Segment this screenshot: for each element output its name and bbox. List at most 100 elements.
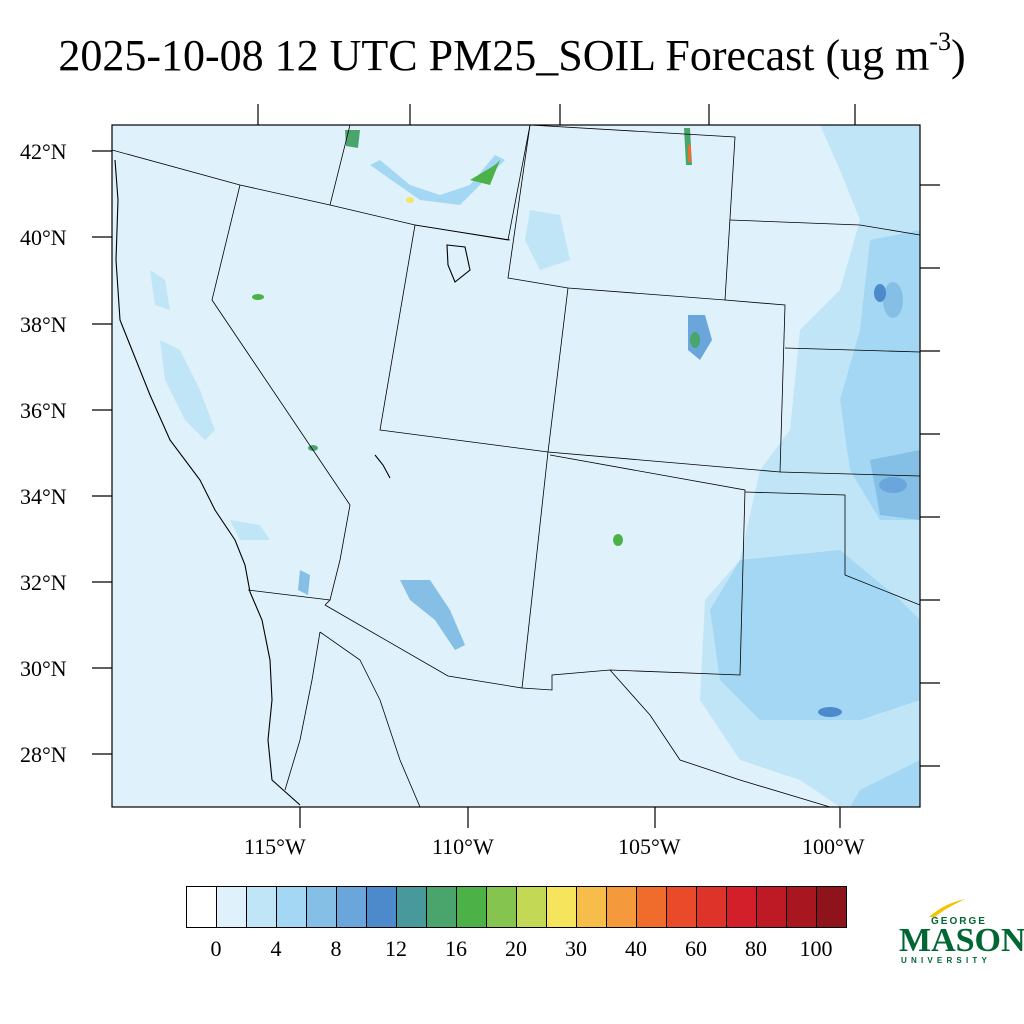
lat-label-28n: 28°N — [20, 742, 67, 767]
colorbar-label-20: 20 — [505, 936, 527, 961]
lat-label-36n: 36°N — [20, 398, 67, 423]
colorbar-swatch — [367, 887, 397, 927]
coastline — [114, 159, 471, 806]
lon-label-100w: 100°W — [802, 834, 865, 859]
hotspot-idaho-yellow — [406, 197, 414, 203]
lon-label-115w: 115°W — [244, 834, 306, 859]
oklahoma-north-border — [779, 471, 920, 477]
colorbar-label-8: 8 — [330, 936, 342, 961]
colorbar-swatch — [397, 887, 427, 927]
hotspot-san-luis — [690, 332, 700, 348]
west-texas-plume — [710, 550, 920, 720]
logo-mason-text: MASON — [899, 922, 1024, 959]
colorbar-label-30: 30 — [565, 936, 587, 961]
colorbar-swatch — [637, 887, 667, 927]
colorbar-swatch — [187, 887, 217, 927]
political-boundaries — [112, 125, 920, 807]
hotspot-wyoming-peak — [688, 145, 691, 162]
colorbar-swatch — [667, 887, 697, 927]
colorbar-swatch — [247, 887, 277, 927]
colorbar-swatch — [817, 887, 846, 927]
colorbar-swatch — [217, 887, 247, 927]
us-mexico-border-west — [247, 589, 331, 601]
lat-label-30n: 30°N — [20, 656, 67, 681]
colorbar-swatch — [787, 887, 817, 927]
rio-grande-border — [609, 669, 831, 807]
colorbar-swatch — [727, 887, 757, 927]
lat-label-38n: 38°N — [20, 312, 67, 337]
colorbar-label-4: 4 — [270, 936, 282, 961]
colorbar-swatch — [517, 887, 547, 927]
hotspot-oklahoma — [879, 477, 907, 493]
colorbar-swatch — [487, 887, 517, 927]
colorbar-swatch — [307, 887, 337, 927]
map-title: 2025-10-08 12 UTC PM25_SOIL Forecast (ug… — [0, 27, 1024, 81]
san-luis-plume — [688, 315, 712, 360]
colorbar-label-16: 16 — [445, 936, 467, 961]
lake-mead — [374, 454, 391, 479]
south-texas-plume — [850, 760, 920, 807]
wyoming-border — [507, 125, 736, 301]
logo-university-text: UNIVERSITY — [901, 956, 992, 965]
colorbar-label-100: 100 — [799, 936, 833, 961]
title-exponent: -3 — [929, 27, 951, 57]
pacific-coastline — [114, 159, 301, 806]
colorbar-swatch — [457, 887, 487, 927]
socal-plume — [230, 520, 270, 540]
colorbar-swatch — [337, 887, 367, 927]
utah-border — [379, 224, 549, 453]
hotspot-kansas — [883, 282, 903, 318]
california-nevada-border — [211, 184, 351, 506]
arizona-east-border — [324, 451, 549, 689]
frame-ticks — [92, 104, 940, 828]
lon-label-110w: 110°W — [432, 834, 494, 859]
colorado-river-border — [324, 504, 351, 606]
concentration-field — [150, 125, 920, 807]
nebraska-border — [729, 219, 920, 236]
wyoming-basin-plume — [525, 210, 570, 270]
hotspot-nevada-north — [252, 294, 264, 300]
lat-label-32n: 32°N — [20, 570, 67, 595]
central-valley-plume — [160, 340, 215, 440]
baja-east-coast — [284, 631, 321, 791]
colorbar-label-0: 0 — [210, 936, 222, 961]
oklahoma-texas-border — [744, 491, 920, 606]
colorbar-swatch — [757, 887, 787, 927]
lon-label-105w: 105°W — [618, 834, 681, 859]
colorbar-label-40: 40 — [625, 936, 647, 961]
colorbar-swatch — [277, 887, 307, 927]
kansas-north-border — [784, 347, 920, 353]
idaho-montana-line — [329, 125, 351, 206]
snake-river-plume — [370, 155, 505, 205]
lat-label-34n: 34°N — [20, 484, 67, 509]
colorbar-swatch — [577, 887, 607, 927]
gmu-logo: GEORGE MASON UNIVERSITY — [897, 898, 1024, 970]
title-text: 2025-10-08 12 UTC PM25_SOIL Forecast (ug… — [58, 31, 930, 80]
sacramento-plume — [150, 270, 170, 310]
colorbar-label-80: 80 — [745, 936, 767, 961]
lat-label-40n: 40°N — [20, 225, 67, 250]
map-frame — [111, 124, 921, 808]
colorbar — [186, 886, 847, 928]
colorbar-label-12: 12 — [385, 936, 407, 961]
sonora-coast — [319, 631, 421, 807]
hotspot-new-mexico — [613, 534, 623, 546]
colorbar-swatch — [427, 887, 457, 927]
logo-george-text: GEORGE — [931, 916, 987, 927]
colorbar-swatch — [697, 887, 727, 927]
lat-label-42n: 42°N — [20, 139, 67, 164]
hotspot-kansas-core — [874, 284, 886, 302]
colorbar-swatch — [547, 887, 577, 927]
hotspot-idaho-north — [345, 130, 360, 148]
great-salt-lake — [446, 244, 471, 283]
southern-arizona-plume — [400, 580, 465, 650]
hotspot-south-texas — [818, 707, 842, 717]
imperial-plume — [298, 570, 310, 595]
colorbar-swatch — [607, 887, 637, 927]
title-close: ) — [951, 31, 966, 80]
logo-swoosh-icon — [929, 899, 965, 917]
colorbar-label-60: 60 — [685, 936, 707, 961]
wyoming-west-border — [414, 125, 531, 241]
hotspot-idaho-east — [470, 160, 500, 185]
